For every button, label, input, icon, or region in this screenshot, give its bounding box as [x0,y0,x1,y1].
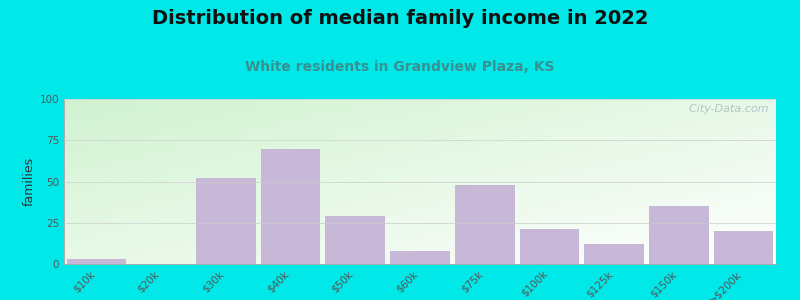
Bar [261,148,320,264]
Bar [196,178,255,264]
Text: White residents in Grandview Plaza, KS: White residents in Grandview Plaza, KS [246,60,554,74]
Bar [390,251,450,264]
Text: City-Data.com: City-Data.com [682,104,769,114]
Bar [714,231,774,264]
Bar [649,206,709,264]
Bar [585,244,644,264]
Bar [455,185,514,264]
Text: Distribution of median family income in 2022: Distribution of median family income in … [152,9,648,28]
Y-axis label: families: families [22,157,35,206]
Bar [520,229,579,264]
Bar [326,216,385,264]
Bar [66,259,126,264]
